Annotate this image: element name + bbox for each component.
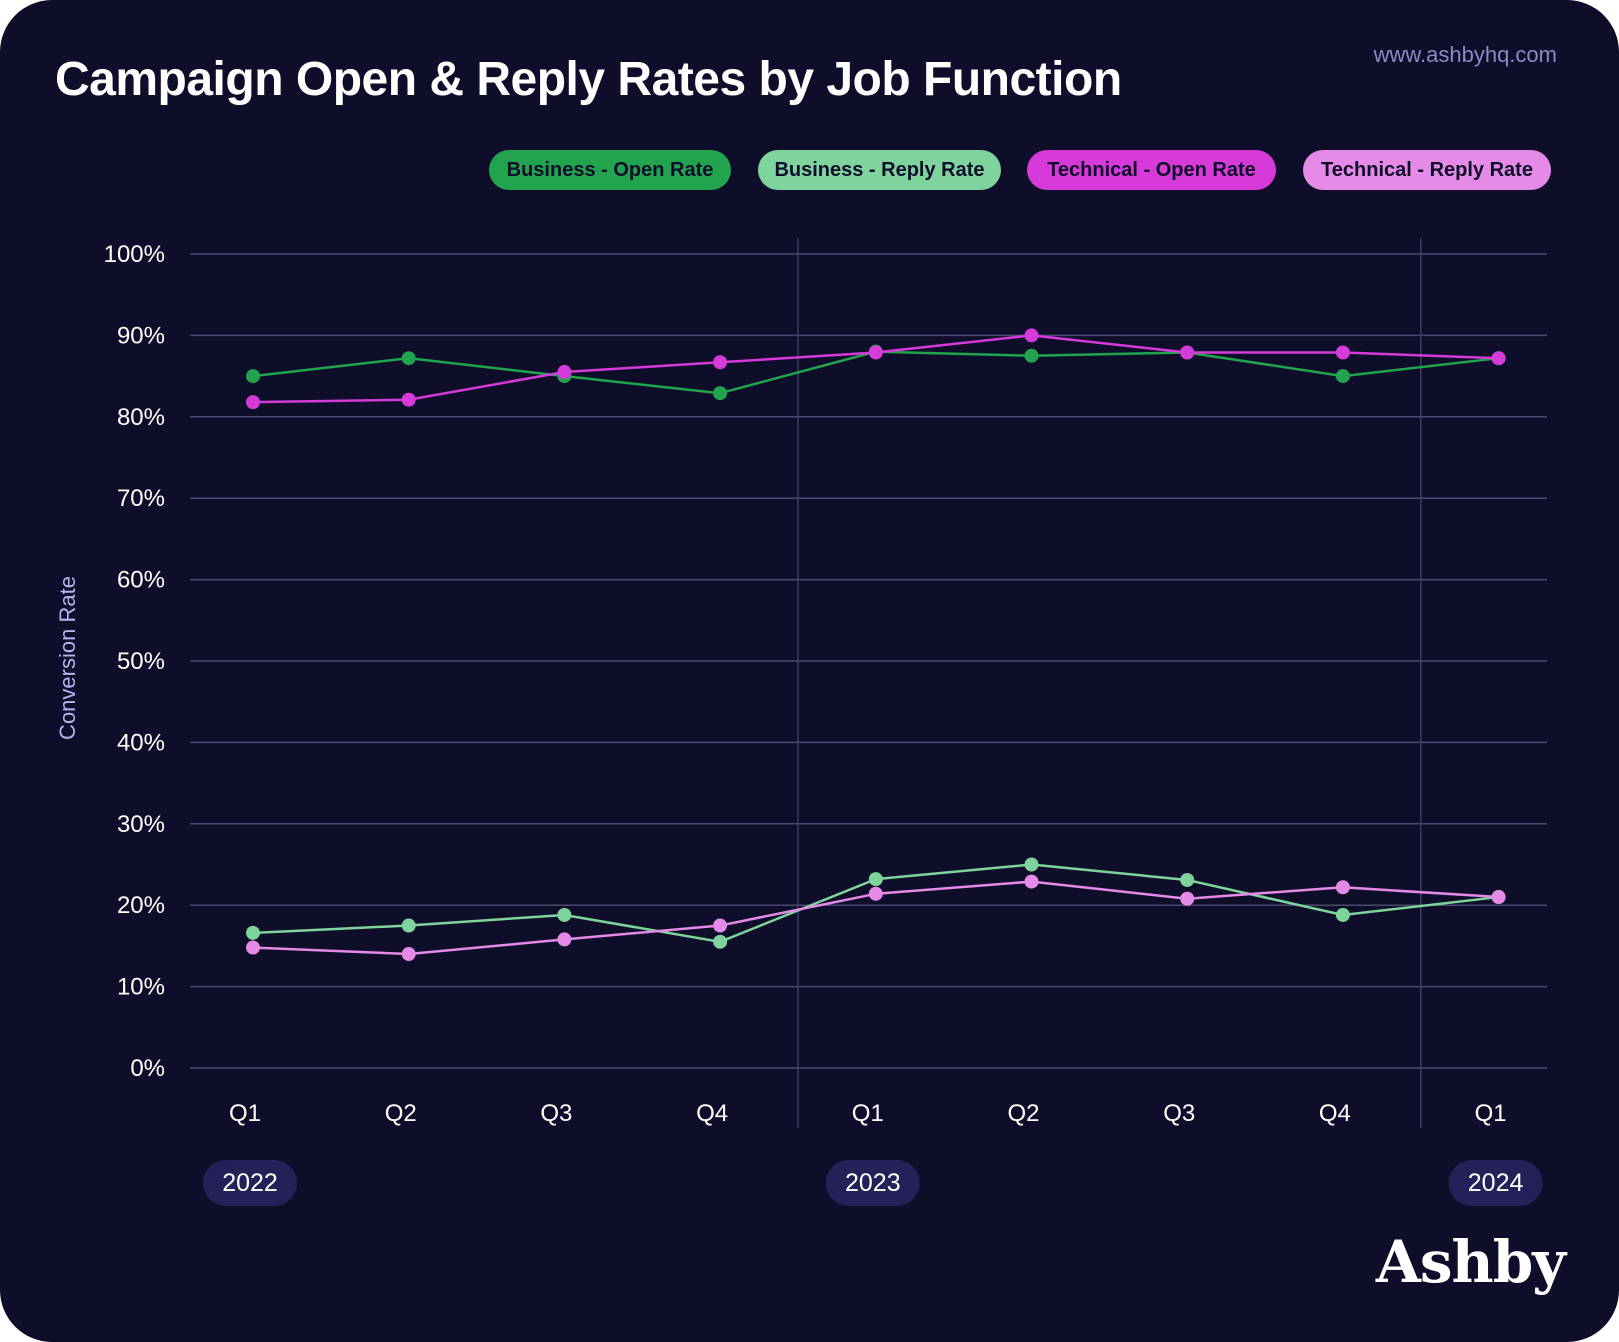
x-tick-label: Q2 (385, 1100, 417, 1127)
x-tick-label: Q1 (1475, 1100, 1507, 1127)
data-point (868, 872, 883, 887)
data-point (1335, 345, 1350, 360)
data-point (713, 355, 728, 370)
data-point (1180, 345, 1195, 360)
legend-item-technical-reply-rate: Technical - Reply Rate (1303, 150, 1551, 190)
source-url: www.ashbyhq.com (1373, 42, 1557, 67)
data-point (1335, 880, 1350, 895)
x-tick-label: Q4 (696, 1100, 728, 1127)
data-point (1024, 348, 1039, 363)
data-point (557, 907, 572, 922)
data-point (246, 940, 260, 955)
data-point (401, 392, 416, 407)
y-tick-label: 100% (104, 241, 165, 268)
data-point (246, 369, 260, 384)
y-tick-label: 20% (117, 892, 165, 919)
data-point (713, 386, 728, 401)
y-tick-label: 90% (117, 322, 165, 349)
data-point (713, 934, 728, 949)
data-point (1024, 874, 1039, 889)
legend: Business - Open Rate Business - Reply Ra… (0, 0, 1619, 200)
data-point (1335, 907, 1350, 922)
x-tick-label: Q4 (1319, 1100, 1351, 1127)
data-point (868, 345, 883, 360)
year-label: 2023 (845, 1169, 901, 1197)
chart-title: Campaign Open & Reply Rates by Job Funct… (55, 53, 1122, 106)
y-tick-label: 10% (117, 974, 165, 1001)
data-point (1335, 369, 1350, 384)
y-tick-label: 80% (117, 404, 165, 431)
data-point (868, 886, 883, 901)
y-tick-label: 0% (130, 1055, 165, 1082)
x-tick-label: Q3 (540, 1100, 572, 1127)
data-point (557, 932, 572, 947)
brand-logo: Ashby (1375, 1228, 1566, 1296)
year-label: 2022 (222, 1169, 278, 1197)
data-point (401, 918, 416, 933)
year-badge (1448, 1160, 1543, 1206)
x-tick-label: Q2 (1007, 1100, 1039, 1127)
year-label: 2024 (1468, 1169, 1524, 1197)
data-point (1024, 857, 1039, 872)
year-badge (825, 1160, 920, 1206)
data-point (401, 947, 416, 962)
x-tick-label: Q1 (852, 1100, 884, 1127)
data-point (1024, 328, 1039, 343)
data-point (401, 351, 416, 366)
x-tick-label: Q1 (229, 1100, 261, 1127)
y-tick-label: 40% (117, 729, 165, 756)
legend-item-business-reply-rate: Business - Reply Rate (758, 150, 1001, 190)
legend-item-technical-open-rate: Technical - Open Rate (1027, 150, 1276, 190)
y-tick-label: 30% (117, 811, 165, 838)
data-point (246, 925, 260, 940)
data-point (1180, 891, 1195, 906)
data-point (1180, 872, 1195, 887)
y-tick-label: 50% (117, 648, 165, 675)
data-point (1491, 890, 1506, 905)
y-tick-label: 60% (117, 567, 165, 594)
data-point (246, 395, 260, 410)
legend-item-business-open-rate: Business - Open Rate (489, 150, 731, 190)
y-tick-label: 70% (117, 485, 165, 512)
year-badge (203, 1160, 297, 1206)
data-point (557, 365, 572, 380)
x-tick-label: Q3 (1163, 1100, 1195, 1127)
data-point (1491, 351, 1506, 366)
data-point (713, 918, 728, 933)
